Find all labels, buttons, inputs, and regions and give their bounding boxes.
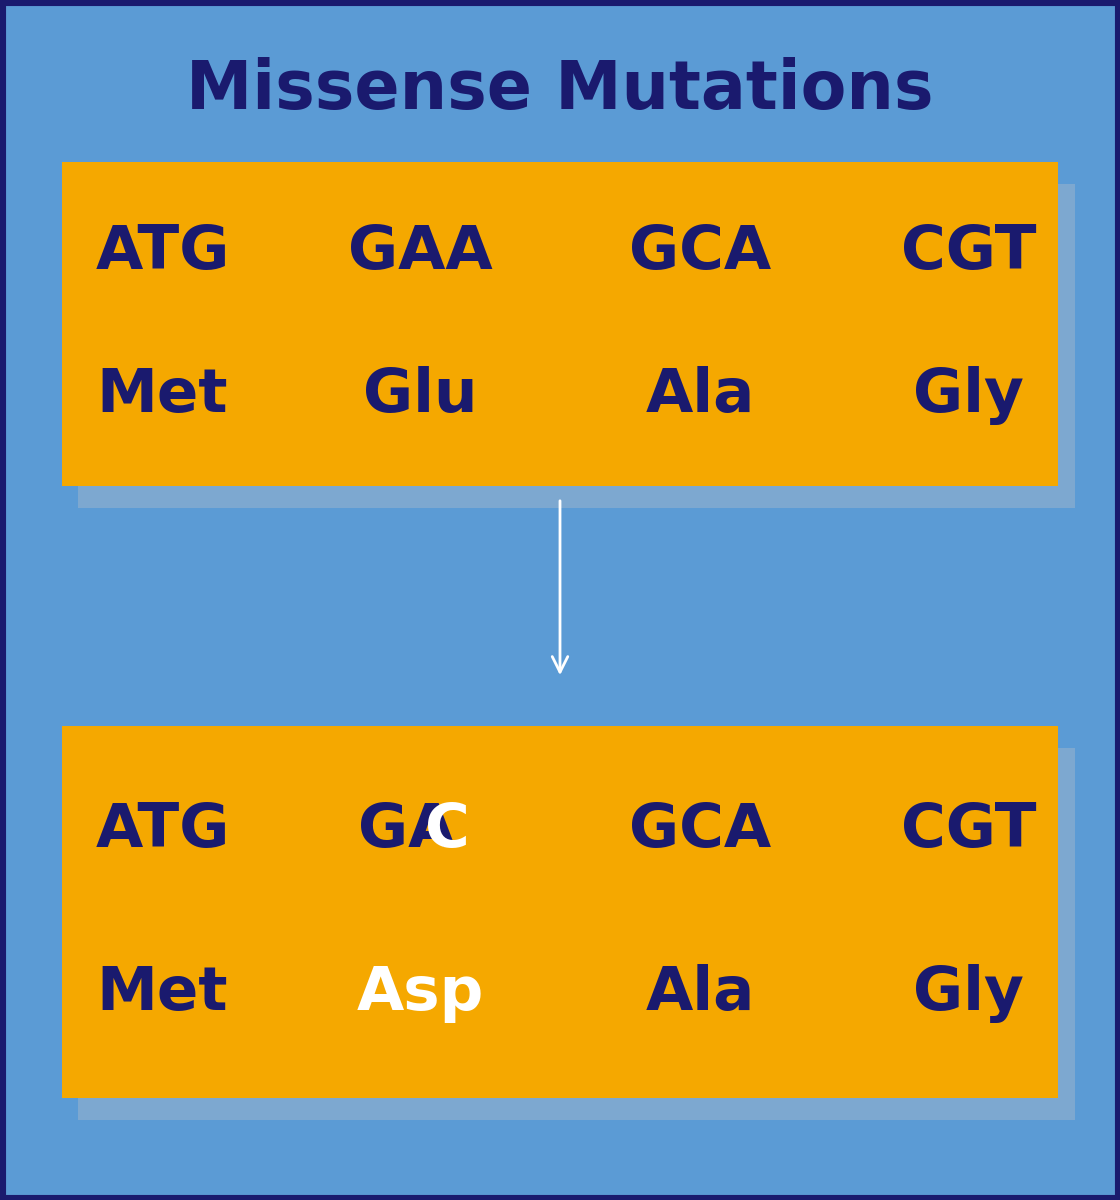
Text: Missense Mutations: Missense Mutations — [186, 56, 934, 122]
Text: Gly: Gly — [914, 366, 1024, 425]
Text: GCA: GCA — [629, 800, 771, 859]
Text: Ala: Ala — [645, 366, 755, 425]
Text: Gly: Gly — [914, 965, 1024, 1024]
Text: C: C — [424, 800, 469, 859]
FancyBboxPatch shape — [62, 726, 1058, 1098]
Text: Met: Met — [96, 366, 228, 425]
Text: CGT: CGT — [902, 800, 1036, 859]
Text: Ala: Ala — [645, 965, 755, 1024]
Text: Asp: Asp — [356, 965, 484, 1024]
Text: GCA: GCA — [629, 223, 771, 282]
Text: ATG: ATG — [95, 223, 230, 282]
Text: ATG: ATG — [95, 800, 230, 859]
FancyBboxPatch shape — [78, 184, 1075, 508]
FancyBboxPatch shape — [78, 748, 1075, 1120]
FancyBboxPatch shape — [62, 162, 1058, 486]
Text: Glu: Glu — [363, 366, 477, 425]
Text: Met: Met — [96, 965, 228, 1024]
Text: CGT: CGT — [902, 223, 1036, 282]
Text: GAA: GAA — [347, 223, 493, 282]
Text: GA: GA — [358, 800, 455, 859]
